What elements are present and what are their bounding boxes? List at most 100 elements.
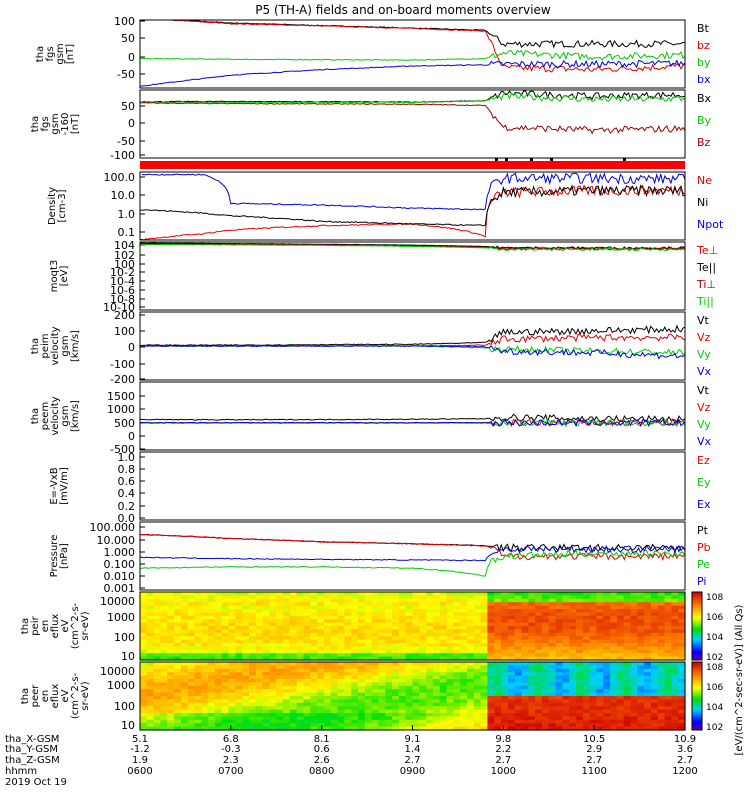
heat-cell (637, 602, 645, 607)
heat-cell (460, 615, 468, 620)
heat-cell (616, 699, 625, 704)
heat-cell (562, 636, 570, 641)
heat-cell (623, 726, 632, 731)
heat-cell (644, 615, 652, 620)
heat-cell (487, 646, 495, 651)
heat-cell (140, 672, 148, 677)
heat-cell (249, 656, 257, 661)
heat-cell (378, 668, 386, 673)
heat-cell (460, 699, 468, 704)
heat-cell (603, 723, 611, 728)
heat-cell (453, 649, 461, 654)
heat-cell (228, 716, 236, 721)
heat-cell (521, 662, 529, 666)
heat-cell (214, 649, 223, 654)
heat-cell (521, 595, 529, 600)
heat-cell (555, 636, 563, 641)
heat-cell (160, 723, 168, 728)
heat-cell (650, 682, 659, 687)
heat-cell (616, 619, 625, 624)
heat-cell (460, 626, 468, 630)
heat-cell (521, 598, 529, 603)
heat-cell (664, 713, 672, 717)
heat-cell (507, 723, 516, 728)
heat-cell (678, 668, 686, 673)
heat-cell (289, 592, 298, 596)
heat-cell (276, 713, 284, 717)
heat-cell (392, 605, 400, 610)
heat-cell (419, 689, 427, 694)
heat-cell (214, 629, 223, 634)
heat-cell (596, 595, 604, 600)
heat-cell (194, 649, 202, 654)
heat-cell (426, 643, 434, 647)
series-line-by (139, 49, 686, 61)
heat-cell (351, 629, 359, 634)
heat-cell (569, 662, 577, 666)
heat-cell (610, 646, 618, 651)
heat-cell (289, 702, 298, 707)
heat-cell (296, 699, 305, 704)
heat-cell (208, 672, 216, 677)
heat-cell (473, 653, 482, 658)
heat-cell (548, 719, 557, 724)
heat-cell (214, 615, 223, 620)
heat-cell (378, 649, 386, 654)
legend-Te⊥: Te⊥ (696, 244, 718, 257)
heat-cell (596, 702, 604, 707)
ylabel-peer-eflux-2: en (40, 690, 51, 703)
heat-cell (303, 682, 311, 687)
heat-cell (514, 602, 523, 607)
heat-cell (616, 636, 625, 641)
heat-cell (596, 716, 604, 721)
heat-cell (221, 629, 230, 634)
heat-cell (528, 662, 536, 666)
heat-cell (398, 629, 407, 634)
heat-cell (671, 662, 679, 666)
heat-cell (330, 689, 339, 694)
heat-cell (514, 619, 523, 624)
heat-cell (439, 662, 448, 666)
heat-cell (221, 639, 230, 644)
heat-cell (262, 619, 271, 624)
heat-cell (228, 682, 236, 687)
heat-cell (569, 723, 577, 728)
heat-cell (555, 702, 563, 707)
heat-cell (562, 716, 570, 721)
heat-cell (371, 723, 380, 728)
series-line-bx (139, 59, 686, 87)
heat-cell (405, 675, 414, 680)
heat-cell (153, 699, 162, 704)
heat-cell (174, 692, 182, 697)
heat-cell (535, 609, 543, 613)
heat-cell (603, 679, 611, 683)
heat-cell (208, 602, 216, 607)
heat-cell (630, 696, 638, 700)
heat-cell (194, 605, 202, 610)
heat-cell (269, 726, 277, 731)
heat-cell (644, 668, 652, 673)
ylabel-peem-velocity-2: velocity (50, 396, 61, 435)
heat-cell (412, 598, 420, 603)
heat-cell (351, 709, 359, 714)
heat-cell (392, 662, 400, 666)
heat-cell (548, 692, 557, 697)
heat-cell (242, 595, 250, 600)
heat-cell (664, 679, 672, 683)
heat-cell (194, 665, 202, 670)
heat-cell (160, 709, 168, 714)
heat-cell (303, 643, 311, 647)
heat-cell (392, 679, 400, 683)
heat-cell (337, 672, 345, 677)
heat-cell (228, 672, 236, 677)
heat-cell (596, 713, 604, 717)
series-line-Ne (139, 184, 686, 241)
heat-cell (453, 612, 461, 617)
heat-cell (419, 699, 427, 704)
panel-frame (139, 89, 686, 159)
heat-cell (160, 605, 168, 610)
heat-cell (269, 692, 277, 697)
ytick-label: 1.0 (118, 208, 136, 221)
heat-cell (276, 656, 284, 661)
heat-cell (392, 615, 400, 620)
